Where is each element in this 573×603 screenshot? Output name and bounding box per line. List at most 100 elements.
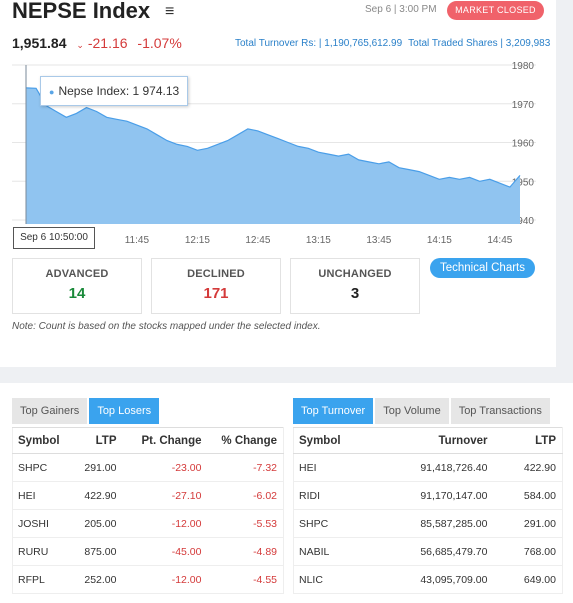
cell-ltp: 252.00 <box>70 565 123 594</box>
table-row[interactable]: SHPC 291.00 -23.00 -7.32 <box>12 453 284 482</box>
y-tick-label: 1940 <box>512 216 535 227</box>
advanced-count: 14 <box>68 285 86 302</box>
x-tick-label: 14:45 <box>487 235 512 246</box>
cell-pt-change: -23.00 <box>122 453 208 482</box>
advanced-label: ADVANCED <box>45 268 109 280</box>
column-header-symbol[interactable]: Symbol <box>293 427 364 454</box>
cell-pt-change: -12.00 <box>122 565 208 594</box>
tab-top-losers[interactable]: Top Losers <box>89 398 160 424</box>
cell-symbol[interactable]: NLIC <box>293 565 364 594</box>
top-turnover-table: Symbol Turnover LTP HEI 91,418,726.40 42… <box>293 427 563 594</box>
unchanged-stat: UNCHANGED 3 <box>290 258 420 314</box>
index-change-pct: -1.07% <box>137 35 182 51</box>
cell-ltp: 291.00 <box>493 509 563 538</box>
market-totals: Total Turnover Rs: | 1,190,765,612.99 Tot… <box>235 38 550 49</box>
chart-tooltip: ● Nepse Index: 1 974.13 <box>40 76 188 106</box>
cell-pt-change: -45.00 <box>122 537 208 566</box>
cell-symbol[interactable]: RURU <box>12 537 71 566</box>
table-row[interactable]: JOSHI 205.00 -12.00 -5.53 <box>12 509 284 538</box>
column-header-pt-change[interactable]: Pt. Change <box>122 427 208 454</box>
cell-symbol[interactable]: RFPL <box>12 565 71 594</box>
table-row[interactable]: RFPL 252.00 -12.00 -4.55 <box>12 565 284 594</box>
cell-pt-change: -12.00 <box>122 509 208 538</box>
unchanged-label: UNCHANGED <box>318 268 392 280</box>
column-header-pct-change[interactable]: % Change <box>207 427 284 454</box>
market-date: Sep 6 | 3:00 PM <box>365 4 437 15</box>
column-header-ltp[interactable]: LTP <box>70 427 123 454</box>
cell-pct-change: -4.55 <box>207 565 284 594</box>
total-traded-shares: Total Traded Shares | 3,209,983 <box>408 38 551 49</box>
table-row[interactable]: HEI 422.90 -27.10 -6.02 <box>12 481 284 510</box>
cell-pct-change: -4.89 <box>207 537 284 566</box>
cell-ltp: 768.00 <box>493 537 563 566</box>
x-tick-label: 12:15 <box>185 235 210 246</box>
index-change-value: -21.16 <box>87 35 128 51</box>
cell-ltp: 584.00 <box>493 481 563 510</box>
cell-turnover: 56,685,479.70 <box>363 537 494 566</box>
cell-symbol[interactable]: JOSHI <box>12 509 71 538</box>
cell-ltp: 205.00 <box>70 509 123 538</box>
cell-ltp: 875.00 <box>70 537 123 566</box>
table-row[interactable]: HEI 91,418,726.40 422.90 <box>293 453 563 482</box>
column-header-ltp[interactable]: LTP <box>493 427 563 454</box>
declined-label: DECLINED <box>187 268 245 280</box>
down-arrow-icon: ⌄ <box>76 40 84 50</box>
cell-turnover: 91,170,147.00 <box>363 481 494 510</box>
cell-ltp: 422.90 <box>493 453 563 482</box>
series-dot-icon: ● <box>49 87 55 97</box>
cell-turnover: 91,418,726.40 <box>363 453 494 482</box>
cell-turnover: 85,587,285.00 <box>363 509 494 538</box>
column-header-symbol[interactable]: Symbol <box>12 427 71 454</box>
top-losers-table: Symbol LTP Pt. Change % Change SHPC 291.… <box>12 427 284 594</box>
tab-top-turnover[interactable]: Top Turnover <box>293 398 374 424</box>
declined-stat: DECLINED 171 <box>151 258 281 314</box>
cell-ltp: 291.00 <box>70 453 123 482</box>
series-line <box>25 87 521 188</box>
table-row[interactable]: RURU 875.00 -45.00 -4.89 <box>12 537 284 566</box>
table-row[interactable]: SHPC 85,587,285.00 291.00 <box>293 509 563 538</box>
x-tick-label: 14:15 <box>427 235 452 246</box>
table-header-row: Symbol LTP Pt. Change % Change <box>12 427 284 454</box>
left-tab-bar: Top Gainers Top Losers <box>12 398 161 424</box>
x-tick-label: 11:45 <box>125 235 150 246</box>
tab-top-gainers[interactable]: Top Gainers <box>12 398 88 424</box>
cell-pct-change: -5.53 <box>207 509 284 538</box>
cell-pct-change: -7.32 <box>207 453 284 482</box>
y-tick-label: 1950 <box>512 177 535 188</box>
hamburger-menu-icon[interactable]: ≡ <box>165 3 175 20</box>
cell-ltp: 422.90 <box>70 481 123 510</box>
market-status-badge: MARKET CLOSED <box>447 1 544 20</box>
technical-charts-button[interactable]: Technical Charts <box>430 258 535 278</box>
page-title: NEPSE Index <box>12 0 151 23</box>
index-change: ⌄ -21.16 <box>76 35 127 51</box>
index-value-line: 1,951.84 ⌄ -21.16 -1.07% <box>12 35 182 51</box>
unchanged-count: 3 <box>350 285 360 302</box>
x-tick-label: 12:45 <box>245 235 270 246</box>
declined-count: 171 <box>203 285 229 302</box>
tooltip-label: Nepse Index: 1 974.13 <box>58 84 180 98</box>
cell-pct-change: -6.02 <box>207 481 284 510</box>
cell-symbol[interactable]: NABIL <box>293 537 364 566</box>
advanced-stat: ADVANCED 14 <box>12 258 142 314</box>
tab-top-volume[interactable]: Top Volume <box>375 398 449 424</box>
cell-turnover: 43,095,709.00 <box>363 565 494 594</box>
x-tick-label: 13:45 <box>366 235 391 246</box>
cell-symbol[interactable]: SHPC <box>12 453 71 482</box>
total-turnover: Total Turnover Rs: | 1,190,765,612.99 <box>235 38 403 49</box>
cell-symbol[interactable]: SHPC <box>293 509 364 538</box>
index-area-chart[interactable]: 1980 1970 1960 1950 1940 11:45 12:15 12:45 13:15… <box>0 55 556 250</box>
right-tab-bar: Top Turnover Top Volume Top Transactions <box>293 398 552 424</box>
tab-top-transactions[interactable]: Top Transactions <box>450 398 550 424</box>
y-tick-label: 1980 <box>512 61 535 72</box>
chart-time-tooltip: Sep 6 10:50:00 <box>13 227 95 249</box>
table-header-row: Symbol Turnover LTP <box>293 427 563 454</box>
table-row[interactable]: NLIC 43,095,709.00 649.00 <box>293 565 563 594</box>
table-row[interactable]: NABIL 56,685,479.70 768.00 <box>293 537 563 566</box>
cell-symbol[interactable]: RIDI <box>293 481 364 510</box>
cell-symbol[interactable]: HEI <box>12 481 71 510</box>
cell-symbol[interactable]: HEI <box>293 453 364 482</box>
column-header-turnover[interactable]: Turnover <box>363 427 494 454</box>
series-area <box>26 87 520 225</box>
table-row[interactable]: RIDI 91,170,147.00 584.00 <box>293 481 563 510</box>
index-value: 1,951.84 <box>12 35 67 51</box>
